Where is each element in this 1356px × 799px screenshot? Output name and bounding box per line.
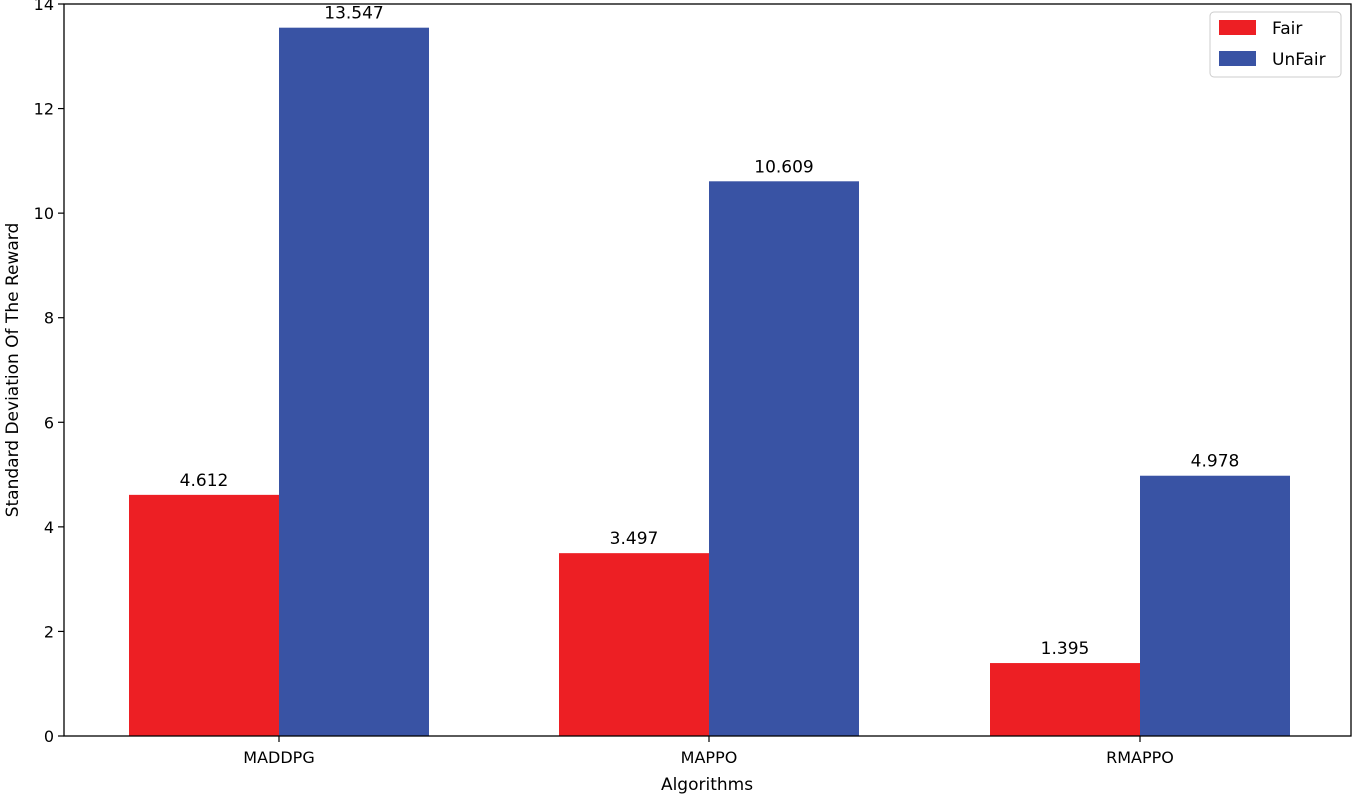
plot-frame: [63, 3, 1352, 737]
data-label-unfair-mappo: 10.609: [754, 157, 813, 177]
legend-label-unfair: UnFair: [1272, 50, 1326, 70]
data-labels-layer: 4.612 13.547 3.497 10.609 1.395 4.978: [180, 4, 1240, 659]
x-tick-label-rmappo: RMAPPO: [1106, 748, 1174, 767]
y-tick-label-10: 10: [34, 204, 54, 223]
y-tick-label-2: 2: [44, 622, 54, 641]
y-tick-label-8: 8: [44, 309, 54, 328]
y-tick-label-0: 0: [44, 727, 54, 746]
y-tick-label-6: 6: [44, 413, 54, 432]
data-label-unfair-rmappo: 4.978: [1191, 452, 1240, 472]
bars-layer: [129, 27, 1290, 737]
bar-unfair-mappo: [709, 181, 859, 737]
y-axis-title: Standard Deviation Of The Reward: [3, 223, 23, 518]
y-tick-label-12: 12: [34, 100, 54, 119]
y-axis: 0 2 4 6 8 10 12 14: [34, 0, 64, 746]
y-tick-label-14: 14: [34, 0, 54, 14]
bar-unfair-maddpg: [279, 27, 429, 737]
legend-label-fair: Fair: [1272, 19, 1302, 39]
y-tick-label-4: 4: [44, 518, 54, 537]
legend: Fair UnFair: [1209, 11, 1342, 78]
data-label-fair-maddpg: 4.612: [180, 471, 229, 491]
bar-unfair-rmappo: [1140, 475, 1290, 736]
x-tick-label-maddpg: MADDPG: [243, 748, 314, 767]
data-label-fair-rmappo: 1.395: [1041, 639, 1090, 659]
x-tick-label-mappo: MAPPO: [681, 748, 738, 767]
bar-fair-mappo: [559, 553, 709, 736]
data-label-fair-mappo: 3.497: [610, 529, 659, 549]
x-axis: MADDPG MAPPO RMAPPO: [243, 736, 1174, 767]
legend-swatch-unfair: [1219, 51, 1256, 66]
legend-swatch-fair: [1219, 20, 1256, 35]
x-axis-title: Algorithms: [661, 775, 753, 795]
bar-fair-maddpg: [129, 494, 279, 736]
data-label-unfair-maddpg: 13.547: [324, 4, 383, 24]
bar-fair-rmappo: [990, 663, 1140, 736]
